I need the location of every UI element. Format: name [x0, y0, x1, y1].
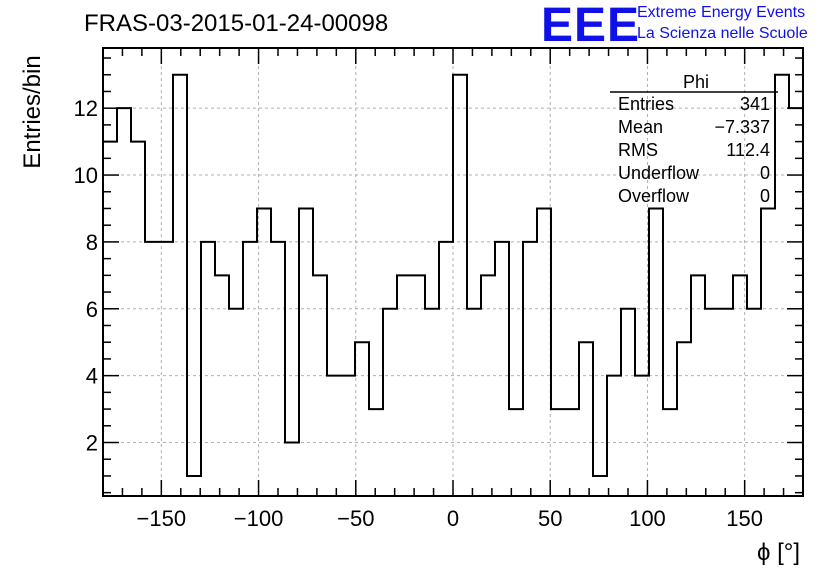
stats-label: Underflow — [618, 163, 700, 183]
y-tick-label: 12 — [74, 96, 98, 121]
eee-logo: EEE — [541, 0, 641, 52]
page-title: FRAS-03-2015-01-24-00098 — [84, 10, 389, 37]
stats-value: 112.4 — [726, 140, 770, 160]
stats-title: Phi — [683, 72, 709, 92]
y-tick-label: 10 — [74, 163, 98, 188]
x-tick-label: −100 — [234, 506, 284, 531]
tick-labels: −150 −100 −50 0 50 100 150 2 4 6 8 10 12 — [74, 96, 764, 531]
stats-label: Entries — [618, 94, 674, 114]
brand-line-1: Extreme Energy Events — [637, 4, 806, 21]
histogram-line — [103, 73, 803, 477]
y-tick-label: 2 — [86, 431, 98, 456]
stats-value: −7.337 — [714, 117, 770, 137]
y-tick-label: 6 — [86, 297, 98, 322]
y-axis-title: Entries/bin — [19, 55, 46, 168]
stats-value: 0 — [760, 163, 770, 183]
x-tick-label: −50 — [337, 506, 374, 531]
stats-value: 0 — [760, 186, 770, 206]
x-tick-label: 0 — [447, 506, 459, 531]
stats-label: Overflow — [618, 186, 690, 206]
y-tick-label: 8 — [86, 230, 98, 255]
stats-value: 341 — [740, 94, 770, 114]
y-tick-label: 4 — [86, 364, 98, 389]
stats-label: RMS — [618, 140, 658, 160]
plot-frame — [102, 47, 804, 497]
x-tick-label: −150 — [137, 506, 187, 531]
x-tick-label: 50 — [538, 506, 562, 531]
stats-label: Mean — [618, 117, 663, 137]
x-tick-label: 100 — [629, 506, 666, 531]
x-tick-label: 150 — [726, 506, 763, 531]
stats-box: Phi Entries 341 Mean −7.337 RMS 112.4 Underflow… — [610, 72, 778, 206]
brand-line-2: La Scienza nelle Scuole — [637, 25, 808, 42]
x-axis-title: ϕ [°] — [757, 539, 800, 566]
